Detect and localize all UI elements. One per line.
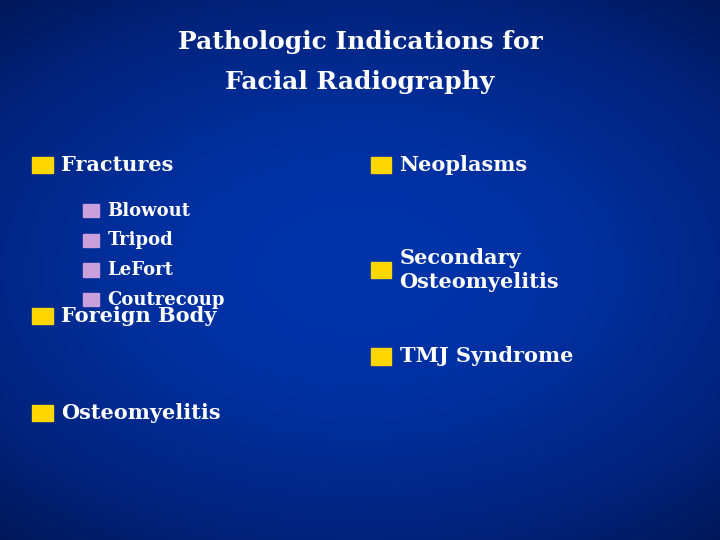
Bar [32, 405, 53, 421]
Bar [371, 348, 391, 364]
Text: Foreign Body: Foreign Body [61, 306, 217, 326]
Text: Neoplasms: Neoplasms [400, 154, 528, 175]
Bar [371, 262, 391, 278]
Text: Pathologic Indications for: Pathologic Indications for [178, 30, 542, 53]
Bar [32, 157, 53, 173]
Bar [371, 157, 391, 173]
Text: Coutrecoup: Coutrecoup [107, 291, 225, 309]
Text: Fractures: Fractures [61, 154, 174, 175]
Text: TMJ Syndrome: TMJ Syndrome [400, 346, 573, 367]
Text: Osteomyelitis: Osteomyelitis [61, 403, 221, 423]
Text: Tripod: Tripod [107, 231, 173, 249]
Text: LeFort: LeFort [107, 261, 173, 279]
Bar [83, 263, 99, 276]
Bar [83, 293, 99, 306]
Bar [32, 308, 53, 324]
Text: Secondary
Osteomyelitis: Secondary Osteomyelitis [400, 248, 559, 292]
Bar [83, 233, 99, 247]
Bar [83, 204, 99, 217]
Text: Facial Radiography: Facial Radiography [225, 70, 495, 94]
Text: Blowout: Blowout [107, 201, 190, 220]
